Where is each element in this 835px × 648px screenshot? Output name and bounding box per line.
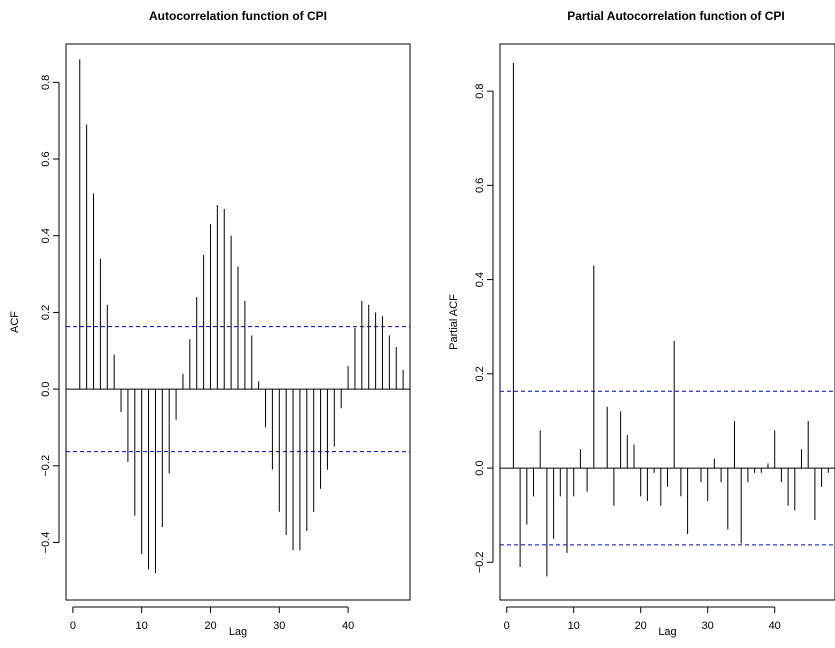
x-axis-label: Lag (229, 626, 247, 638)
y-tick-label: −0.2 (40, 455, 52, 477)
y-tick-label: 0.2 (474, 366, 486, 381)
y-tick-label: 0.2 (40, 305, 52, 320)
y-axis: −0.2 0.0 0.2 0.4 0.6 0.8 (474, 83, 494, 573)
y-tick-label: 0.8 (474, 83, 486, 98)
y-axis-label: Partial ACF (448, 294, 460, 350)
x-tick-label: 0 (504, 620, 510, 632)
plot-frame (499, 43, 835, 601)
x-tick-label: 10 (136, 620, 148, 632)
y-tick-label: −0.2 (474, 551, 486, 573)
chart-title: Autocorrelation function of CPI (149, 9, 327, 23)
y-tick-label: −0.4 (40, 532, 52, 554)
y-axis: −0.4 −0.2 0.0 0.2 0.4 0.6 0.8 (40, 75, 60, 554)
x-tick-label: 20 (204, 620, 216, 632)
spikes (512, 62, 829, 577)
x-tick-label: 40 (342, 620, 354, 632)
y-tick-label: 0.0 (474, 460, 486, 475)
x-axis: 0 10 20 30 40 (70, 606, 354, 632)
x-tick-label: 30 (702, 620, 714, 632)
x-tick-label: 10 (568, 620, 580, 632)
spikes (79, 59, 404, 574)
chart-panel-pacf: Partial Autocorrelation function of CPI 0… (448, 9, 835, 638)
x-tick-label: 40 (769, 620, 781, 632)
chart-title: Partial Autocorrelation function of CPI (567, 9, 785, 23)
y-tick-label: 0.6 (40, 151, 52, 166)
y-tick-label: 0.8 (40, 75, 52, 90)
chart-panel-acf: Autocorrelation function of CPI 0 10 20 30 40… (9, 9, 411, 638)
y-tick-label: 0.4 (474, 272, 486, 287)
x-axis-label: Lag (658, 626, 676, 638)
x-axis: 0 10 20 30 40 (504, 606, 781, 632)
y-tick-label: 0.4 (40, 228, 52, 243)
y-tick-label: 0.0 (40, 381, 52, 396)
x-tick-label: 20 (635, 620, 647, 632)
plot-frame (65, 43, 411, 601)
x-tick-label: 0 (70, 620, 76, 632)
y-tick-label: 0.6 (474, 178, 486, 193)
y-axis-label: ACF (9, 311, 21, 333)
x-tick-label: 30 (273, 620, 285, 632)
